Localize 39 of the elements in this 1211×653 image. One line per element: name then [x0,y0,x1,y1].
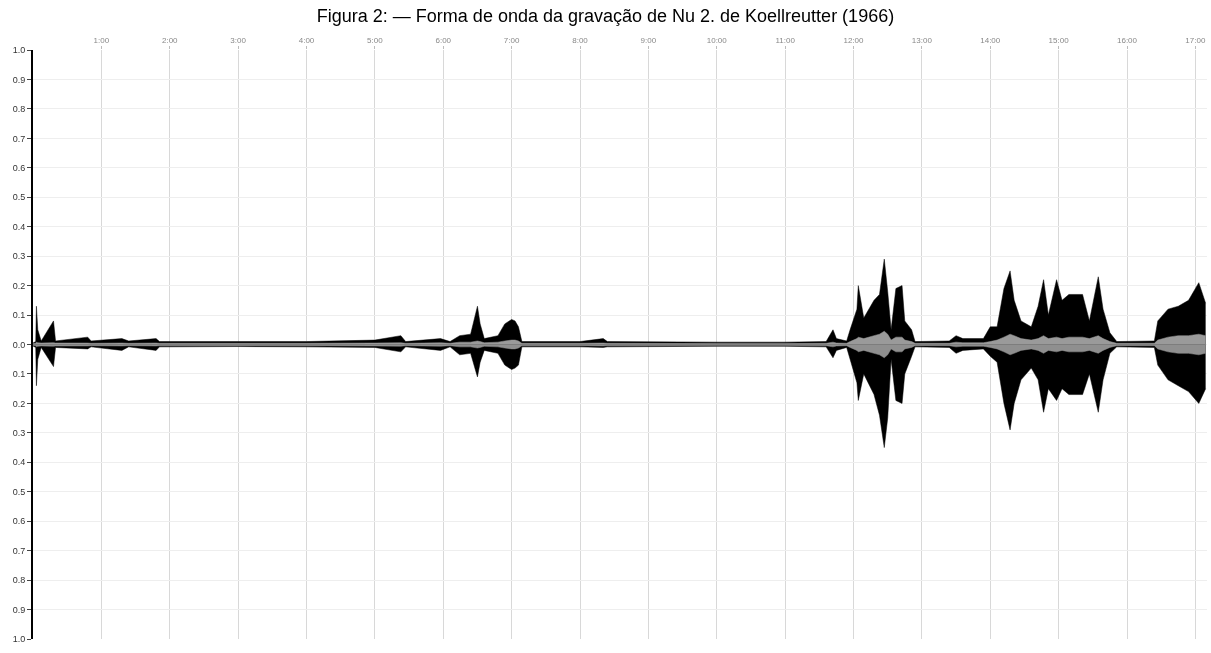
x-tick-label: 5:00 [367,35,384,45]
y-tick-label: 0.2 [12,280,26,291]
x-tick-label: 12:00 [843,35,865,45]
y-tick-label: 0.4 [12,221,26,232]
x-tick-label: 14:00 [980,35,1001,45]
x-tick-label: 17:00 [1185,35,1206,45]
x-tick-label: 8:00 [572,35,589,45]
x-tick-label: 16:00 [1116,35,1138,45]
x-tick-label: 2:00 [161,35,179,45]
x-tick-label: 4:00 [298,35,315,45]
y-tick-label: 0.6 [12,516,26,527]
y-tick-label: 1.0 [12,45,26,56]
y-tick-label: 0.3 [12,428,26,438]
y-tick-label: 0.9 [12,604,26,615]
y-tick-label: 0.4 [12,457,26,468]
x-tick-label: 10:00 [706,35,728,45]
y-tick-label: 0.2 [12,398,26,409]
x-tick-label: 11:00 [775,35,796,45]
y-tick-label: 0.8 [12,104,26,115]
y-tick-label: 0.5 [12,486,26,497]
y-tick-label: 0.9 [12,74,26,85]
y-tick-label: 0.0 [12,339,26,350]
y-tick-label: 0.1 [12,310,26,321]
y-tick-label: 0.7 [12,133,26,144]
y-tick-label: 0.3 [12,251,26,262]
y-tick-label: 0.5 [12,192,26,203]
chart-title: Figura 2: — Forma de onda da gravação de Nu 2. de Koellreutter (1966) [316,6,895,27]
y-tick-label: 0.6 [12,162,26,173]
y-tick-label: 0.1 [12,369,26,380]
x-tick-label: 7:00 [503,35,520,45]
x-tick-label: 9:00 [640,35,657,45]
x-tick-label: 3:00 [230,35,247,45]
x-tick-label: 13:00 [911,35,933,45]
y-tick-label: 0.7 [12,545,26,556]
x-tick-label: 6:00 [435,35,452,45]
x-tick-label: 15:00 [1048,35,1070,45]
y-tick-label: 0.8 [12,575,26,586]
y-tick-label: 1.0 [12,634,26,645]
x-tick-label: 1:00 [93,35,110,45]
